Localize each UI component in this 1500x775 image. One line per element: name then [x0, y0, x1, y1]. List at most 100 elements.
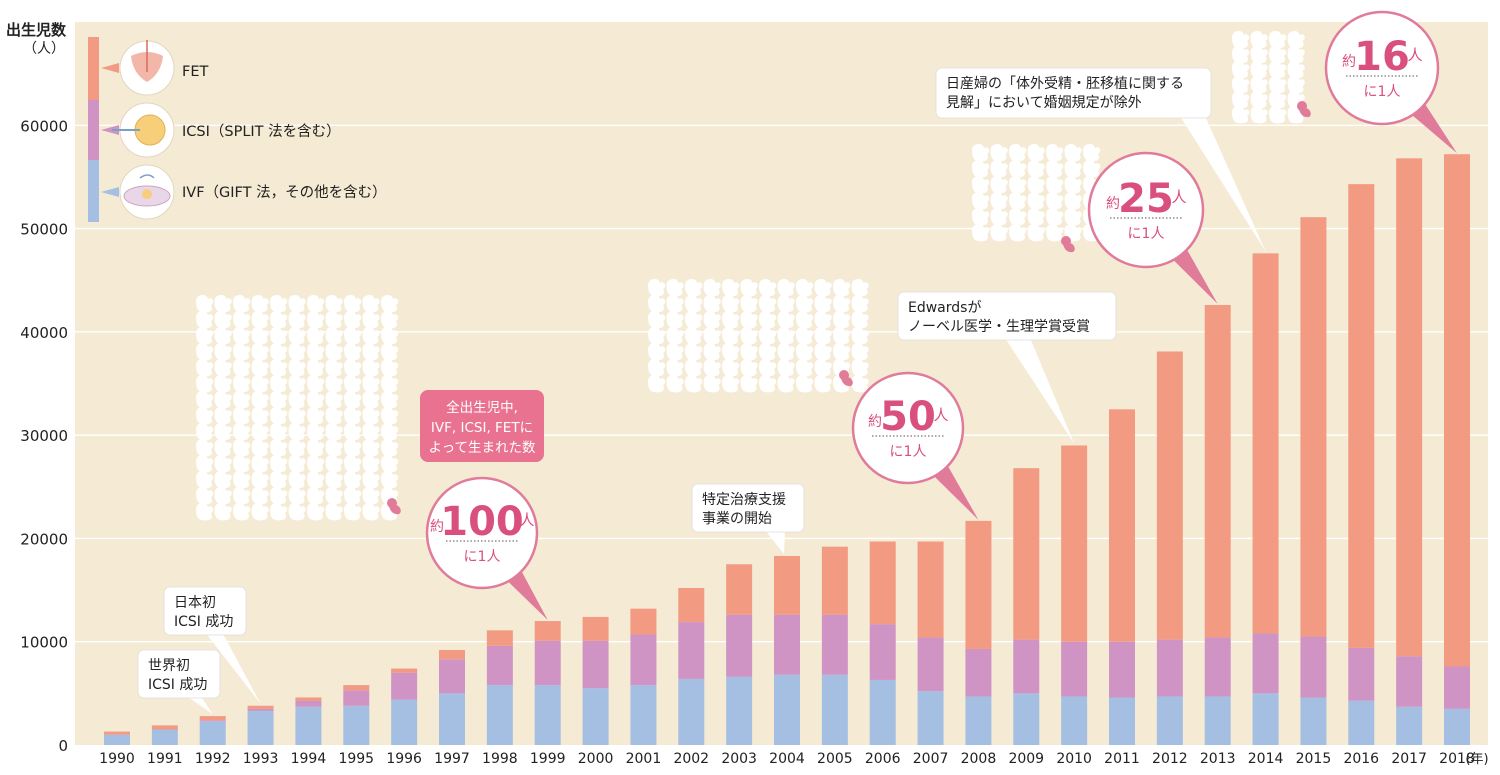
annotation-subsidy-start-box [691, 483, 805, 533]
baby-figure-icon [325, 471, 343, 489]
baby-figure-icon [381, 471, 399, 489]
baby-figure-icon [307, 439, 325, 457]
baby-figure-icon [344, 327, 362, 345]
baby-figure-icon [251, 503, 269, 521]
baby-figure-icon [307, 423, 325, 441]
baby-figure-icon [251, 327, 269, 345]
baby-figure-icon [703, 343, 721, 361]
y-tick-label: 0 [58, 737, 68, 755]
bar-2016 [1348, 647, 1375, 701]
legend-pointer [101, 187, 119, 197]
baby-figure-icon [251, 487, 269, 505]
baby-figure-icon [777, 359, 795, 377]
ratio-callout-number: 100 [440, 499, 524, 545]
baby-figure-icon [251, 439, 269, 457]
bar-2011 [1109, 697, 1135, 745]
baby-figure-icon [233, 407, 251, 425]
annotation-world-first-icsi: 世界初 ICSI 成功 [137, 649, 221, 715]
pink-baby-body [1063, 242, 1075, 253]
x-tick-label: 1991 [147, 751, 183, 767]
baby-figure-icon [214, 343, 232, 361]
bar-2007 [917, 541, 944, 638]
baby-figure-icon [796, 375, 814, 393]
baby-figure-icon [307, 455, 325, 473]
baby-figure-icon [777, 295, 795, 313]
pink-baby-body [841, 376, 853, 387]
annotation-edwards-nobel-text: Edwardsが [908, 300, 981, 316]
baby-figure-icon [288, 311, 306, 329]
bar-2009 [1013, 693, 1040, 745]
annotation-marriage-rule-pointer [1180, 116, 1266, 252]
ratio-callout-number: 16 [1354, 34, 1410, 80]
baby-figure-icon [344, 375, 362, 393]
annotation-edwards-nobel-text: ノーベル医学・生理学賞受賞 [908, 319, 1090, 335]
baby-figure-icon [1269, 31, 1287, 49]
pink-baby-icon [839, 370, 853, 387]
baby-figure-icon [1250, 46, 1268, 64]
bar-2010 [1061, 696, 1088, 745]
baby-figure-icon [1046, 192, 1064, 210]
baby-figure-icon [307, 407, 325, 425]
baby-figure-icon [233, 375, 251, 393]
baby-figure-icon [990, 176, 1008, 194]
baby-figure-icon [214, 439, 232, 457]
bar-2000 [582, 616, 609, 641]
baby-figure-icon [648, 375, 666, 393]
baby-figure-icon [833, 327, 851, 345]
x-tick-label: 2017 [1391, 751, 1427, 767]
legend-illustration-icon [119, 164, 175, 220]
legend-pointer [101, 125, 119, 135]
baby-figure-icon [344, 455, 362, 473]
x-tick-label: 1993 [243, 751, 279, 767]
baby-figure-icon [344, 439, 362, 457]
y-tick-label: 40000 [20, 324, 68, 342]
baby-figure-icon [1250, 76, 1268, 94]
baby-figure-icon [381, 423, 399, 441]
baby-figure-icon [288, 503, 306, 521]
baby-figure-icon [796, 311, 814, 329]
baby-figure-icon [722, 343, 740, 361]
legend-color-bar [88, 160, 99, 222]
baby-figure-icon [381, 455, 399, 473]
baby-figure-icon [307, 391, 325, 409]
bar-2008 [965, 520, 992, 649]
annotation-japan-first-icsi: 日本初 ICSI 成功 [163, 586, 261, 704]
baby-figure-icon [759, 375, 777, 393]
baby-figure-icon [666, 343, 684, 361]
baby-figure-icon [362, 359, 380, 377]
baby-figure-icon [1027, 192, 1045, 210]
baby-figure-icon [972, 160, 990, 178]
annotation-marriage-rule-text: 見解」において婚姻規定が除外 [946, 95, 1142, 111]
bar-1996 [391, 699, 418, 745]
baby-figure-icon [288, 439, 306, 457]
x-tick-label: 2015 [1296, 751, 1332, 767]
baby-figure-icon [325, 311, 343, 329]
baby-figure-icon [344, 391, 362, 409]
baby-figure-icon [833, 279, 851, 297]
bar-1990 [104, 734, 130, 745]
baby-figure-icon [214, 391, 232, 409]
baby-figure-icon [196, 391, 214, 409]
annotation-japan-first-icsi-pointer [205, 632, 261, 704]
bar-2017 [1396, 656, 1423, 707]
baby-figure-icon [1064, 144, 1082, 162]
x-tick-label: 2007 [913, 751, 949, 767]
pink-info-box-text: よって生まれた数 [429, 440, 536, 456]
bar-2012 [1156, 351, 1183, 640]
bar-1996 [391, 672, 418, 700]
baby-figure-icon [362, 455, 380, 473]
baby-figure-icon [1083, 160, 1101, 178]
baby-figure-icon [270, 423, 288, 441]
baby-figure-icon [759, 343, 777, 361]
bar-1993 [247, 708, 274, 711]
baby-figure-icon [196, 375, 214, 393]
baby-figure-icon [325, 343, 343, 361]
baby-figure-icon [307, 343, 325, 361]
bar-1998 [486, 645, 513, 686]
baby-figure-icon [1083, 144, 1101, 162]
pink-baby-icon [1061, 236, 1075, 253]
x-tick-label: 2013 [1200, 751, 1236, 767]
